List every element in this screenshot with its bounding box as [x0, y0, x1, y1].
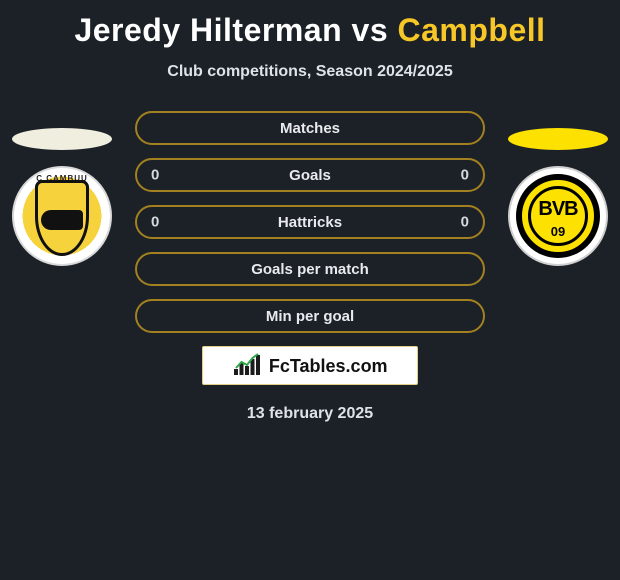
- stat-row-goals-per-match: Goals per match: [135, 252, 485, 286]
- stat-label: Hattricks: [278, 214, 342, 231]
- fctables-icon: [232, 353, 260, 380]
- player2-name: Campbell: [388, 12, 545, 48]
- right-club-crest: BVB 09: [508, 166, 608, 266]
- comparison-title: Jeredy Hilterman vs Campbell: [0, 0, 620, 49]
- stat-row-matches: Matches: [135, 111, 485, 145]
- subtitle: Club competitions, Season 2024/2025: [0, 63, 620, 81]
- stat-right-value: 0: [461, 167, 469, 184]
- stat-left-value: 0: [151, 214, 159, 231]
- stat-label: Min per goal: [266, 308, 354, 325]
- right-team-badge: BVB 09: [508, 128, 608, 266]
- stat-pill-list: Matches 0 Goals 0 0 Hattricks 0 Goals pe…: [135, 111, 485, 333]
- stat-label: Matches: [280, 120, 340, 137]
- left-club-crest: C CAMBUU: [12, 166, 112, 266]
- stat-label: Goals: [289, 167, 331, 184]
- comparison-date: 13 february 2025: [0, 405, 620, 423]
- stat-row-min-per-goal: Min per goal: [135, 299, 485, 333]
- stat-left-value: 0: [151, 167, 159, 184]
- vs-word: vs: [352, 12, 389, 48]
- left-team-badge: C CAMBUU: [12, 128, 112, 266]
- stat-row-hattricks: 0 Hattricks 0: [135, 205, 485, 239]
- stat-row-goals: 0 Goals 0: [135, 158, 485, 192]
- player1-name: Jeredy Hilterman: [74, 12, 351, 48]
- right-country-ellipse: [508, 128, 608, 150]
- left-country-ellipse: [12, 128, 112, 150]
- watermark: FcTables.com: [202, 346, 418, 385]
- stat-right-value: 0: [461, 214, 469, 231]
- bvb-text-bottom: 09: [510, 224, 606, 239]
- bvb-text-top: BVB: [510, 198, 606, 221]
- left-crest-animal: [41, 210, 83, 230]
- stat-label: Goals per match: [251, 261, 369, 278]
- watermark-text: FcTables.com: [269, 356, 388, 377]
